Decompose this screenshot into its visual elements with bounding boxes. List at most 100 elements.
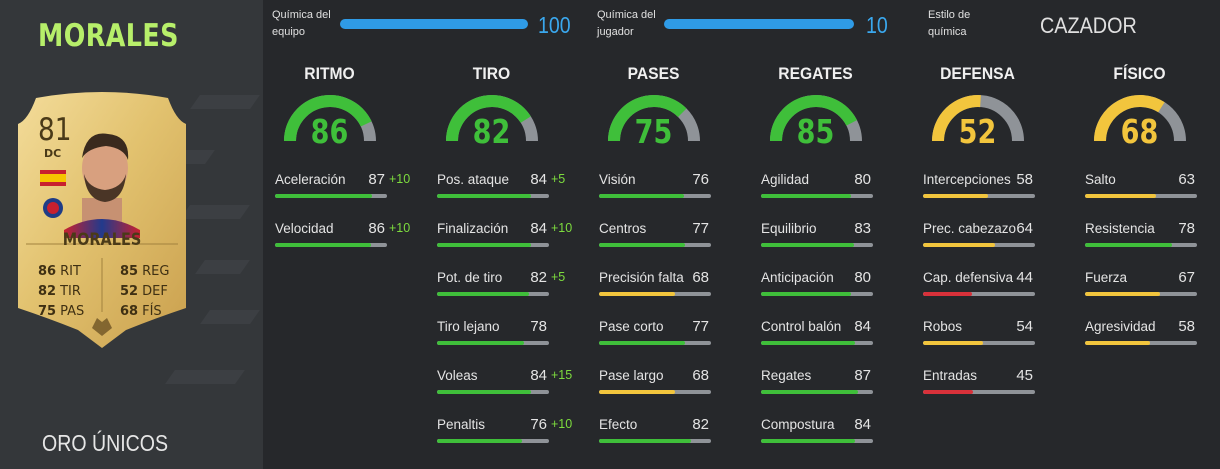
- card-type-label: ORO ÚNICOS: [42, 430, 168, 456]
- attribute-bar: [923, 390, 1035, 394]
- attribute-value: 82: [530, 269, 547, 286]
- attribute-row: Compostura 84: [761, 416, 911, 447]
- card-player-name: MORALES: [62, 230, 142, 250]
- attribute-bar-fill: [761, 292, 851, 296]
- gauge-fill: [608, 95, 687, 142]
- attribute-value: 78: [530, 318, 547, 335]
- attribute-bar: [437, 341, 549, 345]
- attribute-value: 68: [692, 367, 709, 384]
- attribute-row: Voleas 84 +15: [437, 367, 587, 398]
- chemistry-style-value[interactable]: CAZADOR: [1040, 13, 1137, 38]
- attribute-row: Cap. defensiva 44: [923, 269, 1073, 300]
- attribute-row: Control balón 84: [761, 318, 911, 349]
- attribute-value: 80: [854, 269, 871, 286]
- attribute-row: Tiro lejano 78: [437, 318, 587, 349]
- player-panel: MORALES: [0, 0, 263, 469]
- attribute-bar: [437, 194, 549, 198]
- attribute-bar: [761, 194, 873, 198]
- attribute-row: Aceleración 87 +10: [275, 171, 425, 202]
- category-value: 68: [1120, 112, 1159, 151]
- attribute-value: 80: [854, 171, 871, 188]
- attribute-value: 84: [530, 367, 547, 384]
- attribute-bar: [599, 341, 711, 345]
- attribute-bar-fill: [437, 243, 532, 247]
- category-gauge: [932, 95, 1024, 142]
- category-value: 85: [796, 112, 835, 151]
- attribute-name: Tiro lejano: [437, 319, 500, 334]
- category-regates: REGATES 85 Agilidad 80 Equilibrio 83 Anticipac…: [748, 62, 910, 462]
- category-gauge: [770, 95, 862, 142]
- attribute-name: Visión: [599, 172, 636, 187]
- category-defensa: DEFENSA 52 Intercepciones 58 Prec. cabezazo 6…: [910, 62, 1072, 462]
- attribute-row: Resistencia 78: [1085, 220, 1220, 251]
- attribute-row: Robos 54: [923, 318, 1073, 349]
- attribute-bar: [1085, 292, 1197, 296]
- attribute-row: Pos. ataque 84 +5: [437, 171, 587, 202]
- gauge-fill: [770, 95, 857, 142]
- attribute-value: 86: [368, 220, 385, 237]
- attribute-bar-fill: [437, 194, 532, 198]
- attribute-name: Robos: [923, 319, 963, 334]
- category-pases: PASES 75 Visión 76 Centros 77 Precisión falta 6…: [586, 62, 748, 462]
- attribute-bar-fill: [923, 292, 973, 296]
- chemistry-style-label: Estilo de química: [928, 9, 971, 38]
- attribute-name: Regates: [761, 368, 812, 383]
- attribute-bar-fill: [599, 341, 686, 345]
- attribute-name: Pos. ataque: [437, 172, 510, 187]
- category-value: 52: [958, 112, 997, 151]
- attribute-row: Intercepciones 58: [923, 171, 1073, 202]
- attribute-bar-fill: [599, 292, 676, 296]
- category-tiro: TIRO 82 Pos. ataque 84 +5 Finalización 84 +10 Po…: [424, 62, 586, 462]
- card-stat: 86 RIT: [38, 264, 81, 279]
- attribute-bar-fill: [923, 194, 988, 198]
- player-chemistry-bar: [664, 19, 854, 29]
- player-card[interactable]: 81 DC MORALES 86 RIT 85 REG 82 TIR 52 DEF 75…: [16, 90, 188, 352]
- attribute-name: Entradas: [923, 368, 978, 383]
- player-chemistry-label: Química del jugador: [597, 9, 656, 38]
- attribute-row: Centros 77: [599, 220, 749, 251]
- attribute-name: Pase largo: [599, 368, 664, 383]
- attribute-name: Pase corto: [599, 319, 664, 334]
- attribute-row: Regates 87: [761, 367, 911, 398]
- attribute-boost: +15: [551, 368, 573, 382]
- attribute-bar-fill: [1085, 292, 1161, 296]
- attribute-bar: [1085, 341, 1197, 345]
- attribute-name: Voleas: [437, 368, 478, 383]
- attribute-name: Centros: [599, 221, 647, 236]
- attribute-row: Agilidad 80: [761, 171, 911, 202]
- attribute-bar: [599, 292, 711, 296]
- gauge-fill: [932, 95, 981, 142]
- attribute-value: 84: [854, 318, 871, 335]
- attribute-name: Anticipación: [761, 270, 834, 285]
- card-stat: 82 TIR: [38, 284, 81, 299]
- card-background: [18, 92, 186, 348]
- attribute-row: Entradas 45: [923, 367, 1073, 398]
- category-title: PASES: [627, 64, 680, 83]
- background-stripe: [195, 260, 250, 274]
- attribute-value: 87: [368, 171, 385, 188]
- attribute-bar: [923, 292, 1035, 296]
- card-stat: 68 FÍS: [120, 304, 162, 319]
- attribute-bar-fill: [1085, 341, 1150, 345]
- attribute-bar: [761, 390, 873, 394]
- attribute-name: Agresividad: [1085, 319, 1156, 334]
- attribute-bar-fill: [599, 390, 676, 394]
- attribute-bar: [761, 243, 873, 247]
- attribute-value: 84: [530, 220, 547, 237]
- attribute-bar: [275, 243, 387, 247]
- attribute-name: Equilibrio: [761, 221, 817, 236]
- attribute-name: Pot. de tiro: [437, 270, 503, 285]
- attribute-bar: [1085, 243, 1197, 247]
- background-stripe: [165, 370, 245, 384]
- attribute-row: Precisión falta 68: [599, 269, 749, 300]
- gauge-fill: [284, 95, 372, 142]
- category-value: 86: [310, 112, 349, 151]
- attribute-row: Pase largo 68: [599, 367, 749, 398]
- attribute-row: Pase corto 77: [599, 318, 749, 349]
- attribute-boost: +5: [551, 270, 566, 284]
- card-position: DC: [44, 147, 62, 160]
- category-gauge: [1094, 95, 1186, 142]
- attribute-value: 58: [1178, 318, 1195, 335]
- attribute-value: 54: [1016, 318, 1033, 335]
- attribute-bar-fill: [761, 243, 854, 247]
